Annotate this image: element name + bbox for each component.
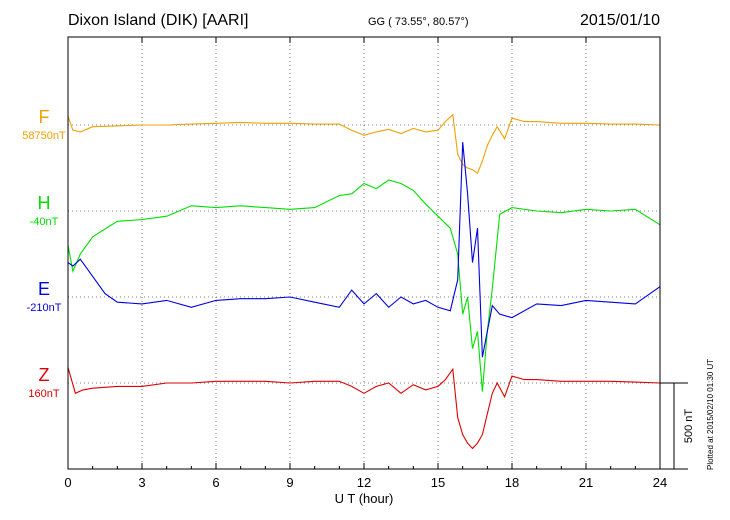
x-tick-label: 0 [64,475,71,490]
chart-date: 2015/01/10 [580,12,661,29]
x-tick-label: 3 [138,475,145,490]
x-axis-label: U T (hour) [335,491,394,506]
station-coordinates: GG ( 73.55°, 80.57°) [368,16,469,28]
scale-bar-label: 500 nT [683,409,695,444]
series-line-f [67,113,661,175]
scale-bar: 500 nT [660,382,695,470]
series-line-e [67,142,661,358]
chart-title: Dixon Island (DIK) [AARI] [68,12,249,29]
channel-baseline-h: -40nT [30,216,59,228]
channel-baseline-f: 58750nT [22,130,66,142]
grid [68,37,660,469]
channel-label-z: Z [39,365,50,385]
channel-label-h: H [38,193,51,213]
channel-baseline-e: -210nT [27,302,62,314]
x-axis: 0 3 6 9 12 15 18 21 24 [64,37,667,490]
channel-label-f: F [39,107,50,127]
x-tick-label: 24 [653,475,667,490]
channel-baseline-z: 160nT [28,388,59,400]
x-tick-label: 9 [286,475,293,490]
channel-labels: F 58750nT H -40nT E -210nT Z 160nT [22,107,66,400]
x-tick-label: 15 [431,475,445,490]
channel-label-e: E [38,279,50,299]
x-tick-label: 12 [357,475,371,490]
x-tick-label: 21 [579,475,593,490]
x-tick-label: 6 [212,475,219,490]
series-line-z [67,367,661,450]
series-lines [67,113,661,450]
x-tick-label: 18 [505,475,519,490]
series-line-h [67,179,661,392]
